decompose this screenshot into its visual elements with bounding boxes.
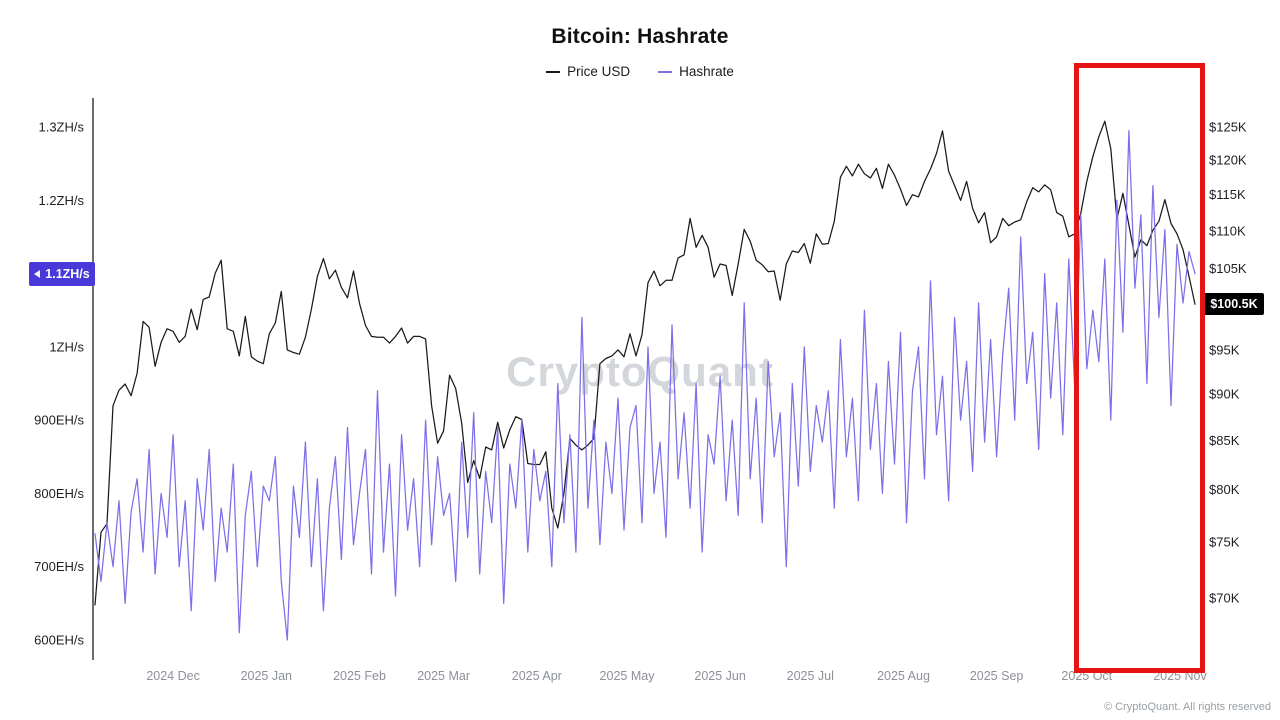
x-axis-tick-label: 2025 Jun (694, 669, 745, 683)
left-axis-tick-label: 1.2ZH/s (38, 193, 84, 208)
right-axis-tick-label: $115K (1209, 187, 1246, 202)
x-axis-tick-label: 2025 Nov (1153, 669, 1207, 683)
left-axis-tick-label: 900EH/s (34, 413, 84, 428)
right-axis-tick-label: $120K (1209, 153, 1247, 168)
hashrate-current-value: 1.1ZH/s (45, 266, 90, 281)
right-axis-tick-label: $110K (1209, 223, 1246, 238)
left-axis-tick-label: 700EH/s (34, 559, 84, 574)
right-axis-tick-label: $80K (1209, 482, 1240, 497)
x-axis-tick-label: 2025 Oct (1061, 669, 1112, 683)
right-axis-tick-label: $75K (1209, 534, 1240, 549)
right-axis-tick-label: $105K (1209, 261, 1247, 276)
x-axis-tick-label: 2025 Feb (333, 669, 386, 683)
x-axis-tick-label: 2025 Sep (970, 669, 1024, 683)
price-current-value: $100.5K (1210, 297, 1258, 312)
legend-label-price: Price USD (567, 64, 631, 79)
legend: Price USD Hashrate (0, 64, 1280, 79)
x-axis-tick-label: 2025 Mar (417, 669, 470, 683)
price-current-badge: $100.5K (1204, 293, 1264, 316)
left-axis-tick-label: 1.3ZH/s (38, 120, 84, 135)
right-axis-tick-label: $90K (1209, 386, 1240, 401)
x-axis-tick-label: 2025 Jan (241, 669, 292, 683)
x-axis-tick-label: 2025 Apr (512, 669, 562, 683)
hashrate-current-badge: 1.1ZH/s (29, 261, 95, 286)
x-axis-tick-label: 2025 Jul (787, 669, 834, 683)
left-axis-tick-label: 1ZH/s (49, 339, 84, 354)
legend-label-hashrate: Hashrate (679, 64, 734, 79)
x-axis-tick-label: 2024 Dec (146, 669, 200, 683)
legend-item-hashrate[interactable]: Hashrate (658, 64, 734, 79)
price-line-swatch (546, 70, 561, 73)
legend-item-price[interactable]: Price USD (546, 64, 630, 79)
right-axis-tick-label: $95K (1209, 342, 1240, 357)
right-axis-tick-label: $70K (1209, 591, 1240, 606)
x-axis-tick-label: 2025 May (600, 669, 656, 683)
hashrate-series-line (94, 130, 1196, 641)
x-axis-tick-label: 2025 Aug (877, 669, 930, 683)
chart-title: Bitcoin: Hashrate (551, 25, 729, 48)
hashrate-line-swatch (658, 70, 673, 73)
copyright-notice: © CryptoQuant. All rights reserved (1103, 701, 1271, 713)
badge-arrow-icon (34, 269, 41, 278)
price-series-line (94, 120, 1196, 606)
left-axis-tick-label: 600EH/s (34, 633, 84, 648)
left-axis-tick-label: 800EH/s (34, 486, 84, 501)
right-axis-tick-label: $125K (1209, 120, 1247, 135)
right-axis-tick-label: $85K (1209, 433, 1240, 448)
